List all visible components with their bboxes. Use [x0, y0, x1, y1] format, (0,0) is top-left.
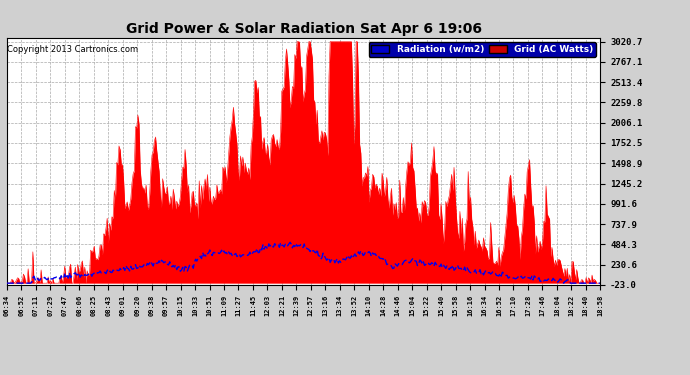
Legend: Radiation (w/m2), Grid (AC Watts): Radiation (w/m2), Grid (AC Watts) — [368, 42, 595, 57]
Text: Copyright 2013 Cartronics.com: Copyright 2013 Cartronics.com — [8, 45, 139, 54]
Title: Grid Power & Solar Radiation Sat Apr 6 19:06: Grid Power & Solar Radiation Sat Apr 6 1… — [126, 22, 482, 36]
